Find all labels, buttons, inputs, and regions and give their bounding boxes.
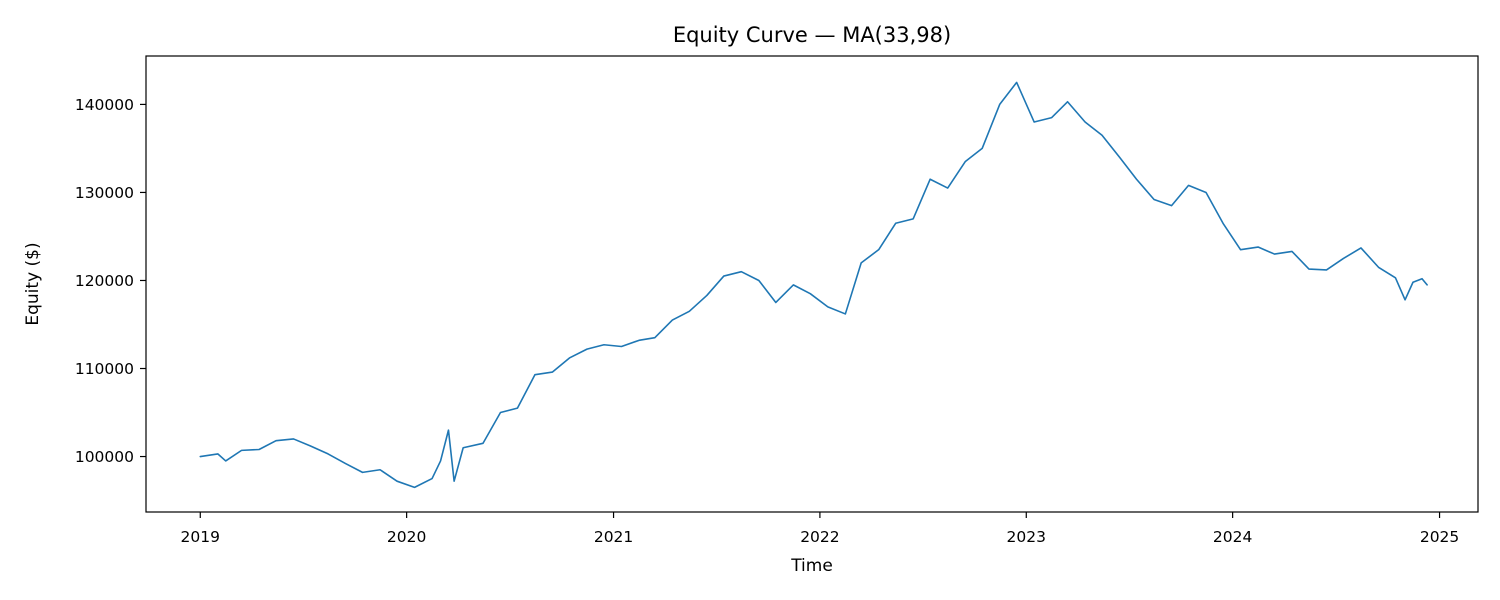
y-axis-label: Equity ($) bbox=[23, 242, 43, 325]
x-tick-label: 2019 bbox=[181, 528, 220, 546]
y-tick-label: 110000 bbox=[75, 360, 134, 378]
x-tick-label: 2023 bbox=[1007, 528, 1046, 546]
y-axis: 100000 110000 120000 130000 140000 bbox=[75, 96, 146, 466]
x-tick-label: 2020 bbox=[387, 528, 426, 546]
y-tick-label: 100000 bbox=[75, 448, 134, 466]
plot-frame bbox=[145, 55, 1479, 513]
x-tick-label: 2025 bbox=[1420, 528, 1459, 546]
y-tick-label: 130000 bbox=[75, 184, 134, 202]
series-group bbox=[199, 81, 1428, 489]
x-axis: 2019 2020 2021 2022 2023 2024 2025 bbox=[181, 512, 1459, 546]
x-axis-label: Time bbox=[790, 556, 833, 576]
y-tick-label: 140000 bbox=[75, 96, 134, 114]
chart-title: Equity Curve — MA(33,98) bbox=[673, 23, 951, 47]
y-tick-label: 120000 bbox=[75, 272, 134, 290]
x-tick-label: 2021 bbox=[594, 528, 633, 546]
x-tick-label: 2022 bbox=[800, 528, 839, 546]
x-tick-label: 2024 bbox=[1213, 528, 1252, 546]
equity-series-line bbox=[199, 81, 1428, 489]
